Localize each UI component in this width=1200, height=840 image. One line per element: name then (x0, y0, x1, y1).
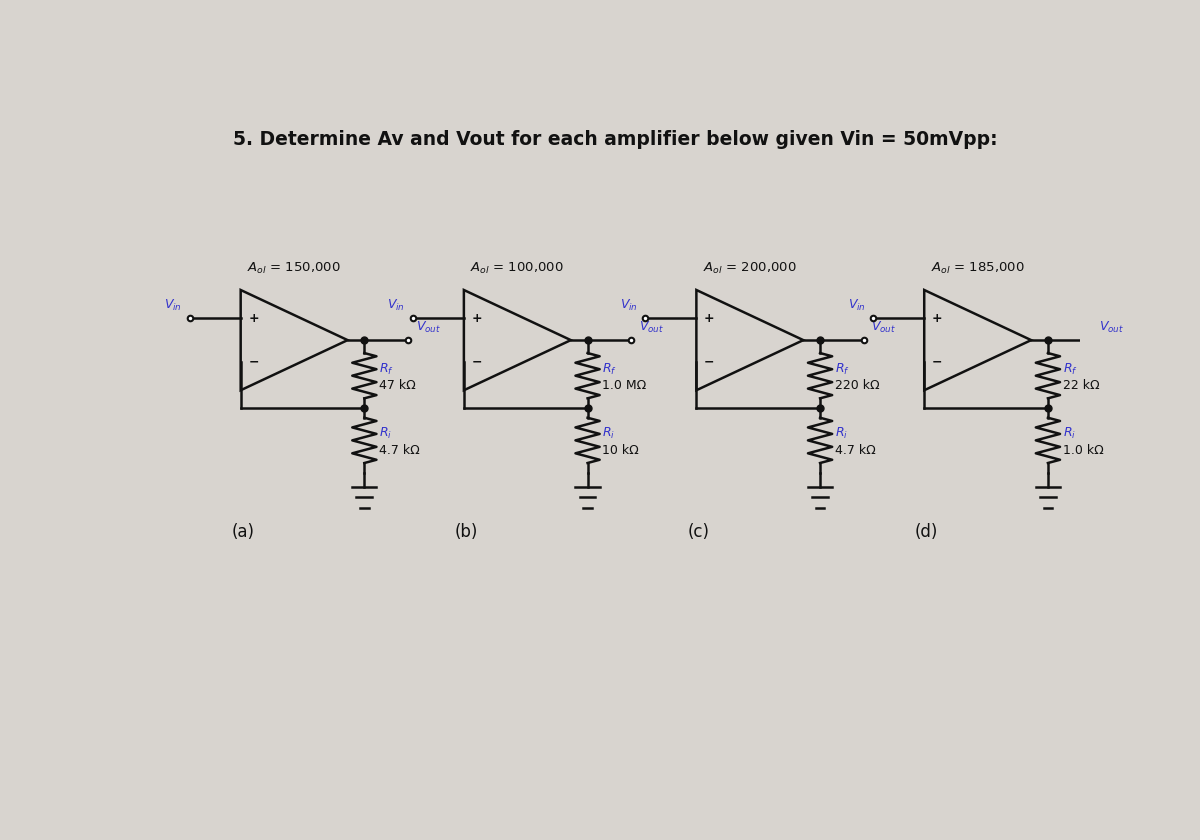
Text: 22 kΩ: 22 kΩ (1063, 379, 1099, 392)
Text: 220 kΩ: 220 kΩ (835, 379, 880, 392)
Text: $V_{out}$: $V_{out}$ (638, 320, 664, 335)
Text: $R_f$: $R_f$ (1063, 362, 1078, 377)
Text: $R_i$: $R_i$ (835, 427, 848, 442)
Text: 5. Determine Av and Vout for each amplifier below given Vin = 50mVpp:: 5. Determine Av and Vout for each amplif… (233, 130, 997, 149)
Text: $R_i$: $R_i$ (1063, 427, 1076, 442)
Text: $R_i$: $R_i$ (379, 427, 392, 442)
Text: $V_{in}$: $V_{in}$ (164, 298, 182, 312)
Text: (c): (c) (688, 522, 709, 540)
Text: $R_f$: $R_f$ (835, 362, 850, 377)
Text: $V_{in}$: $V_{in}$ (620, 298, 637, 312)
Text: 4.7 kΩ: 4.7 kΩ (835, 444, 876, 457)
Text: +: + (931, 312, 942, 324)
Text: +: + (704, 312, 714, 324)
Text: $A_{ol}$ = 150,000: $A_{ol}$ = 150,000 (247, 260, 341, 276)
Text: 10 kΩ: 10 kΩ (602, 444, 640, 457)
Text: 1.0 kΩ: 1.0 kΩ (1063, 444, 1104, 457)
Text: −: − (704, 355, 714, 369)
Text: (d): (d) (914, 522, 938, 540)
Text: $V_{out}$: $V_{out}$ (415, 320, 440, 335)
Text: $V_{in}$: $V_{in}$ (847, 298, 865, 312)
Text: −: − (932, 355, 942, 369)
Text: $V_{out}$: $V_{out}$ (871, 320, 896, 335)
Text: $A_{ol}$ = 100,000: $A_{ol}$ = 100,000 (470, 260, 564, 276)
Text: 4.7 kΩ: 4.7 kΩ (379, 444, 420, 457)
Text: $R_f$: $R_f$ (379, 362, 394, 377)
Text: $R_i$: $R_i$ (602, 427, 616, 442)
Text: +: + (248, 312, 259, 324)
Text: $R_f$: $R_f$ (602, 362, 617, 377)
Text: $V_{in}$: $V_{in}$ (388, 298, 406, 312)
Text: (b): (b) (455, 522, 478, 540)
Text: $A_{ol}$ = 185,000: $A_{ol}$ = 185,000 (931, 260, 1025, 276)
Text: 1.0 MΩ: 1.0 MΩ (602, 379, 647, 392)
Text: −: − (472, 355, 482, 369)
Text: −: − (248, 355, 259, 369)
Text: (a): (a) (232, 522, 254, 540)
Text: $A_{ol}$ = 200,000: $A_{ol}$ = 200,000 (703, 260, 797, 276)
Text: +: + (472, 312, 482, 324)
Text: $V_{out}$: $V_{out}$ (1099, 320, 1124, 335)
Text: 47 kΩ: 47 kΩ (379, 379, 416, 392)
